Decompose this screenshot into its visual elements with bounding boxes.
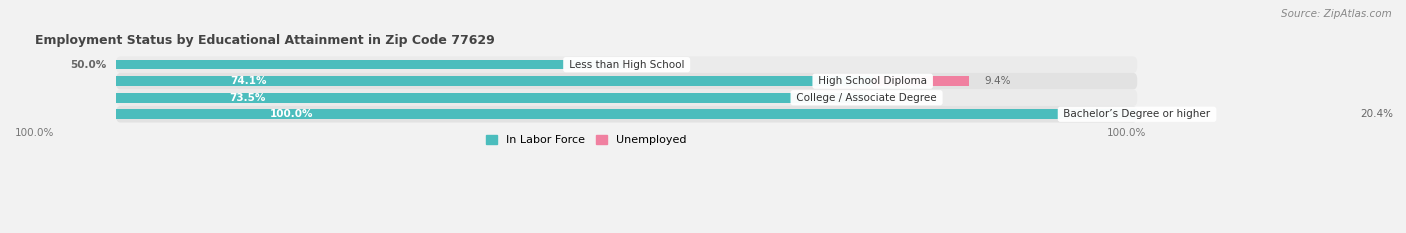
Text: 100.0%: 100.0% (270, 109, 314, 119)
FancyBboxPatch shape (117, 106, 1137, 123)
Legend: In Labor Force, Unemployed: In Labor Force, Unemployed (481, 130, 690, 150)
Text: 50.0%: 50.0% (70, 60, 105, 70)
FancyBboxPatch shape (117, 89, 1137, 106)
Text: 74.1%: 74.1% (229, 76, 266, 86)
Text: 9.4%: 9.4% (984, 76, 1011, 86)
Text: 20.4%: 20.4% (1361, 109, 1393, 119)
Bar (1137, 110, 1346, 119)
Text: 73.5%: 73.5% (229, 93, 266, 103)
Text: College / Associate Degree: College / Associate Degree (793, 93, 941, 103)
Bar (117, 76, 873, 86)
FancyBboxPatch shape (117, 73, 1137, 89)
Bar (117, 60, 627, 69)
Bar (117, 110, 1137, 119)
Text: Source: ZipAtlas.com: Source: ZipAtlas.com (1281, 9, 1392, 19)
Text: 0.0%: 0.0% (643, 60, 668, 70)
Text: Employment Status by Educational Attainment in Zip Code 77629: Employment Status by Educational Attainm… (35, 34, 495, 47)
Text: Less than High School: Less than High School (565, 60, 688, 70)
FancyBboxPatch shape (117, 56, 1137, 73)
Bar (873, 76, 969, 86)
Bar (117, 93, 866, 103)
Text: 0.0%: 0.0% (882, 93, 908, 103)
Text: High School Diploma: High School Diploma (815, 76, 931, 86)
Text: Bachelor’s Degree or higher: Bachelor’s Degree or higher (1060, 109, 1213, 119)
